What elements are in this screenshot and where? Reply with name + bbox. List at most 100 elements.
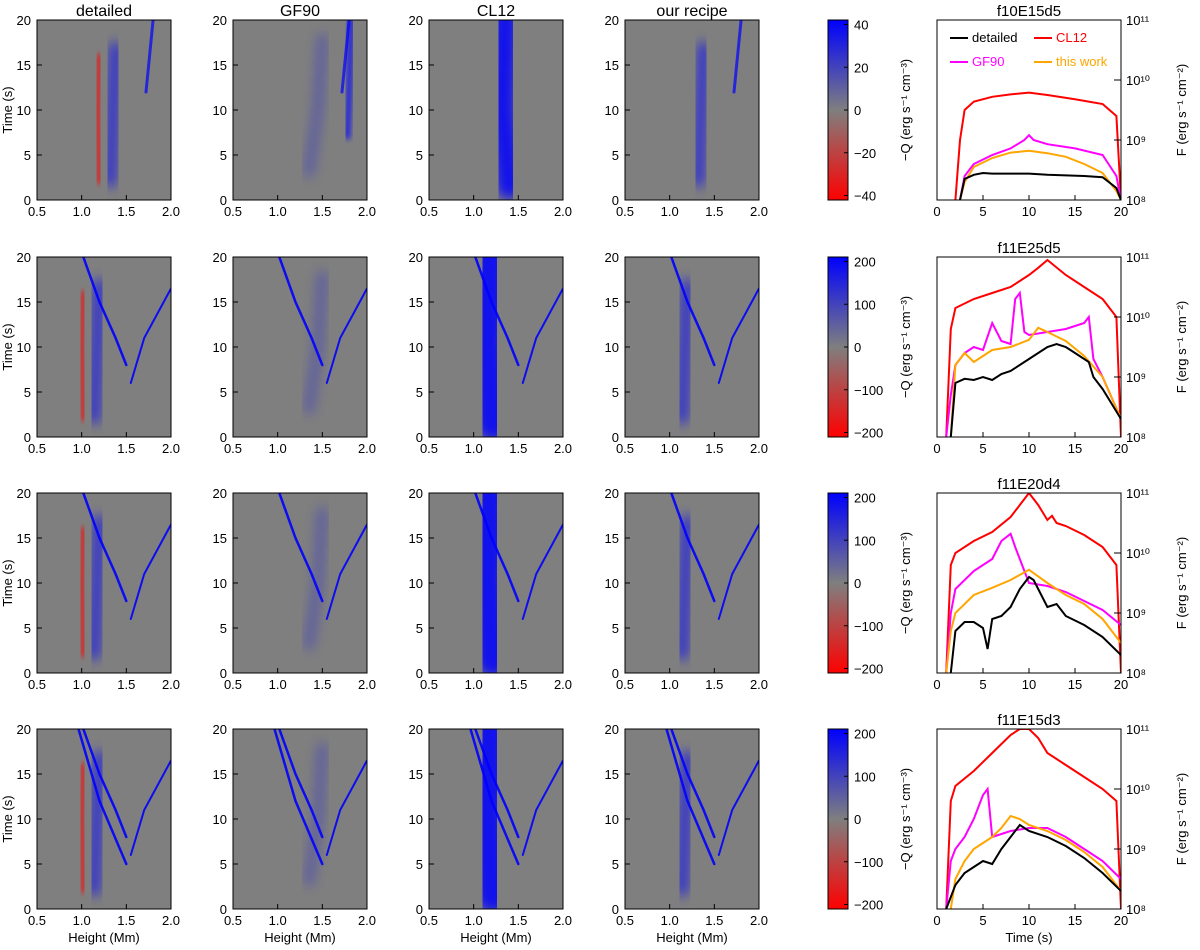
y-tick-label: 10⁸ [1126,666,1146,681]
x-tick-label: 2.0 [358,441,376,456]
wave-track [144,20,155,94]
colorbar-tick-label: −100 [854,383,883,398]
colorbar-tick-label: 200 [854,727,876,742]
colorbar-tick-label: 100 [854,297,876,312]
x-tick-label: 0.5 [616,677,634,692]
y-tick-label: 0 [612,193,619,208]
flux-x-axis-label: Time (s) [1005,930,1052,945]
y-tick-label: 15 [605,295,619,310]
heating-band [89,751,105,896]
y-tick-label: 5 [612,148,619,163]
flux-series-gf90 [945,532,1121,673]
heatmap-features [273,729,367,886]
x-tick-label: 15 [1068,441,1082,456]
y-tick-label: 0 [220,193,227,208]
heatmap-panel: 0.5 1.0 1.5 2.0 0 5 10 15 20 [213,486,377,692]
heating-band [304,507,327,650]
x-axis-label: Height (Mm) [264,930,336,945]
y-tick-label: 10¹⁰ [1126,310,1150,325]
y-tick-label: 5 [24,148,31,163]
colorbar-tick-label: −20 [854,146,876,161]
colorbar-tick-label: 100 [854,533,876,548]
y-tick-label: 20 [605,13,619,28]
colorbar-tick-label: −40 [854,189,876,204]
y-tick-label: 10 [409,576,423,591]
y-tick-label: 5 [220,148,227,163]
y-tick-label: 20 [605,722,619,737]
y-tick-label: 0 [24,902,31,917]
x-tick-label: 1.0 [465,677,483,692]
heatmap-panel: 0.5 1.0 1.5 2.0 0 5 10 15 20 Time (s) [0,13,180,219]
heatmap-features [489,20,523,200]
colorbar-tick-label: 200 [854,491,876,506]
heatmap-features [277,257,367,414]
colorbar-tick-label: 0 [854,103,861,118]
wave-track [665,729,716,866]
x-tick-label: 1.5 [509,913,527,928]
x-tick-label: 0.5 [28,441,46,456]
x-tick-label: 20 [1114,441,1128,456]
flux-lines [945,729,1121,909]
y-tick-label: 0 [612,666,619,681]
y-tick-label: 15 [17,295,31,310]
x-tick-label: 1.5 [705,677,723,692]
heating-band [489,20,523,200]
y-tick-label: 5 [24,385,31,400]
y-tick-label: 15 [17,58,31,73]
heatmap-panel: 0.5 1.0 1.5 2.0 0 5 10 15 20 Height (Mm) [605,722,769,945]
flux-series-detailed [949,575,1121,673]
x-tick-label: 1.0 [269,441,287,456]
x-tick-label: 0 [933,677,940,692]
colorbar: 200 100 0 −100 −200 −Q (erg s⁻¹ cm⁻³) [827,255,913,441]
column-title-our-recipe: our recipe [656,3,727,20]
colorbar: 40 20 0 −20 −40 −Q (erg s⁻¹ cm⁻³) [827,18,913,204]
x-tick-label: 2.0 [750,913,768,928]
heatmap-panel: 0.5 1.0 1.5 2.0 0 5 10 15 20 [605,250,769,456]
heatmap-panel: 0.5 1.0 1.5 2.0 0 5 10 15 20 Height (Mm) [213,722,377,945]
y-tick-label: 0 [416,666,423,681]
x-tick-label: 2.0 [162,441,180,456]
flux-panel-title: f11E20d4 [997,476,1060,493]
heating-band [304,743,327,886]
colorbar-tick-label: 40 [854,18,868,33]
y-tick-label: 10 [605,103,619,118]
wave-track [717,523,759,620]
y-tick-label: 10 [409,103,423,118]
y-tick-label: 10 [409,812,423,827]
y-tick-label: 5 [416,385,423,400]
y-tick-label: 0 [220,666,227,681]
colorbar-tick-label: 0 [854,340,861,355]
x-tick-label: 0.5 [420,913,438,928]
colorbar-tick-label: −100 [854,619,883,634]
y-tick-label: 10¹⁰ [1126,73,1150,88]
y-tick-label: 0 [220,902,227,917]
y-tick-label: 15 [409,58,423,73]
x-tick-label: 0.5 [616,913,634,928]
y-axis-label: Time (s) [0,86,15,133]
x-tick-label: 15 [1068,677,1082,692]
heatmap-panel: 0.5 1.0 1.5 2.0 0 5 10 15 20 Time (s) [0,250,180,456]
heating-band [677,751,693,896]
wave-track [81,493,128,603]
y-tick-label: 15 [213,295,227,310]
x-tick-label: 1.0 [269,204,287,219]
flux-y-axis-label: F (erg s⁻¹ cm⁻²) [1174,537,1189,629]
heatmap-panel: 0.5 1.0 1.5 2.0 0 5 10 15 20 Time (s) Height (Mm) [0,722,180,945]
flux-panel-title: f10E15d5 [997,3,1061,20]
colorbar-label: −Q (erg s⁻¹ cm⁻³) [898,59,913,161]
heatmap-panel: 0.5 1.0 1.5 2.0 0 5 10 15 20 [409,13,573,219]
x-tick-label: 1.5 [117,204,135,219]
x-tick-label: 10 [1022,913,1036,928]
x-tick-label: 0.5 [28,677,46,692]
y-tick-label: 10¹¹ [1126,722,1150,737]
flux-panel-title: f11E25d5 [997,240,1060,257]
y-tick-label: 20 [409,13,423,28]
colorbar-label: −Q (erg s⁻¹ cm⁻³) [898,532,913,634]
flux-series-this-work [949,814,1121,909]
heatmap-features [693,20,743,187]
x-tick-label: 15 [1068,913,1082,928]
x-tick-label: 1.0 [73,677,91,692]
x-tick-label: 2.0 [554,677,572,692]
heatmap-panel: 0.5 1.0 1.5 2.0 0 5 10 15 20 [605,486,769,692]
